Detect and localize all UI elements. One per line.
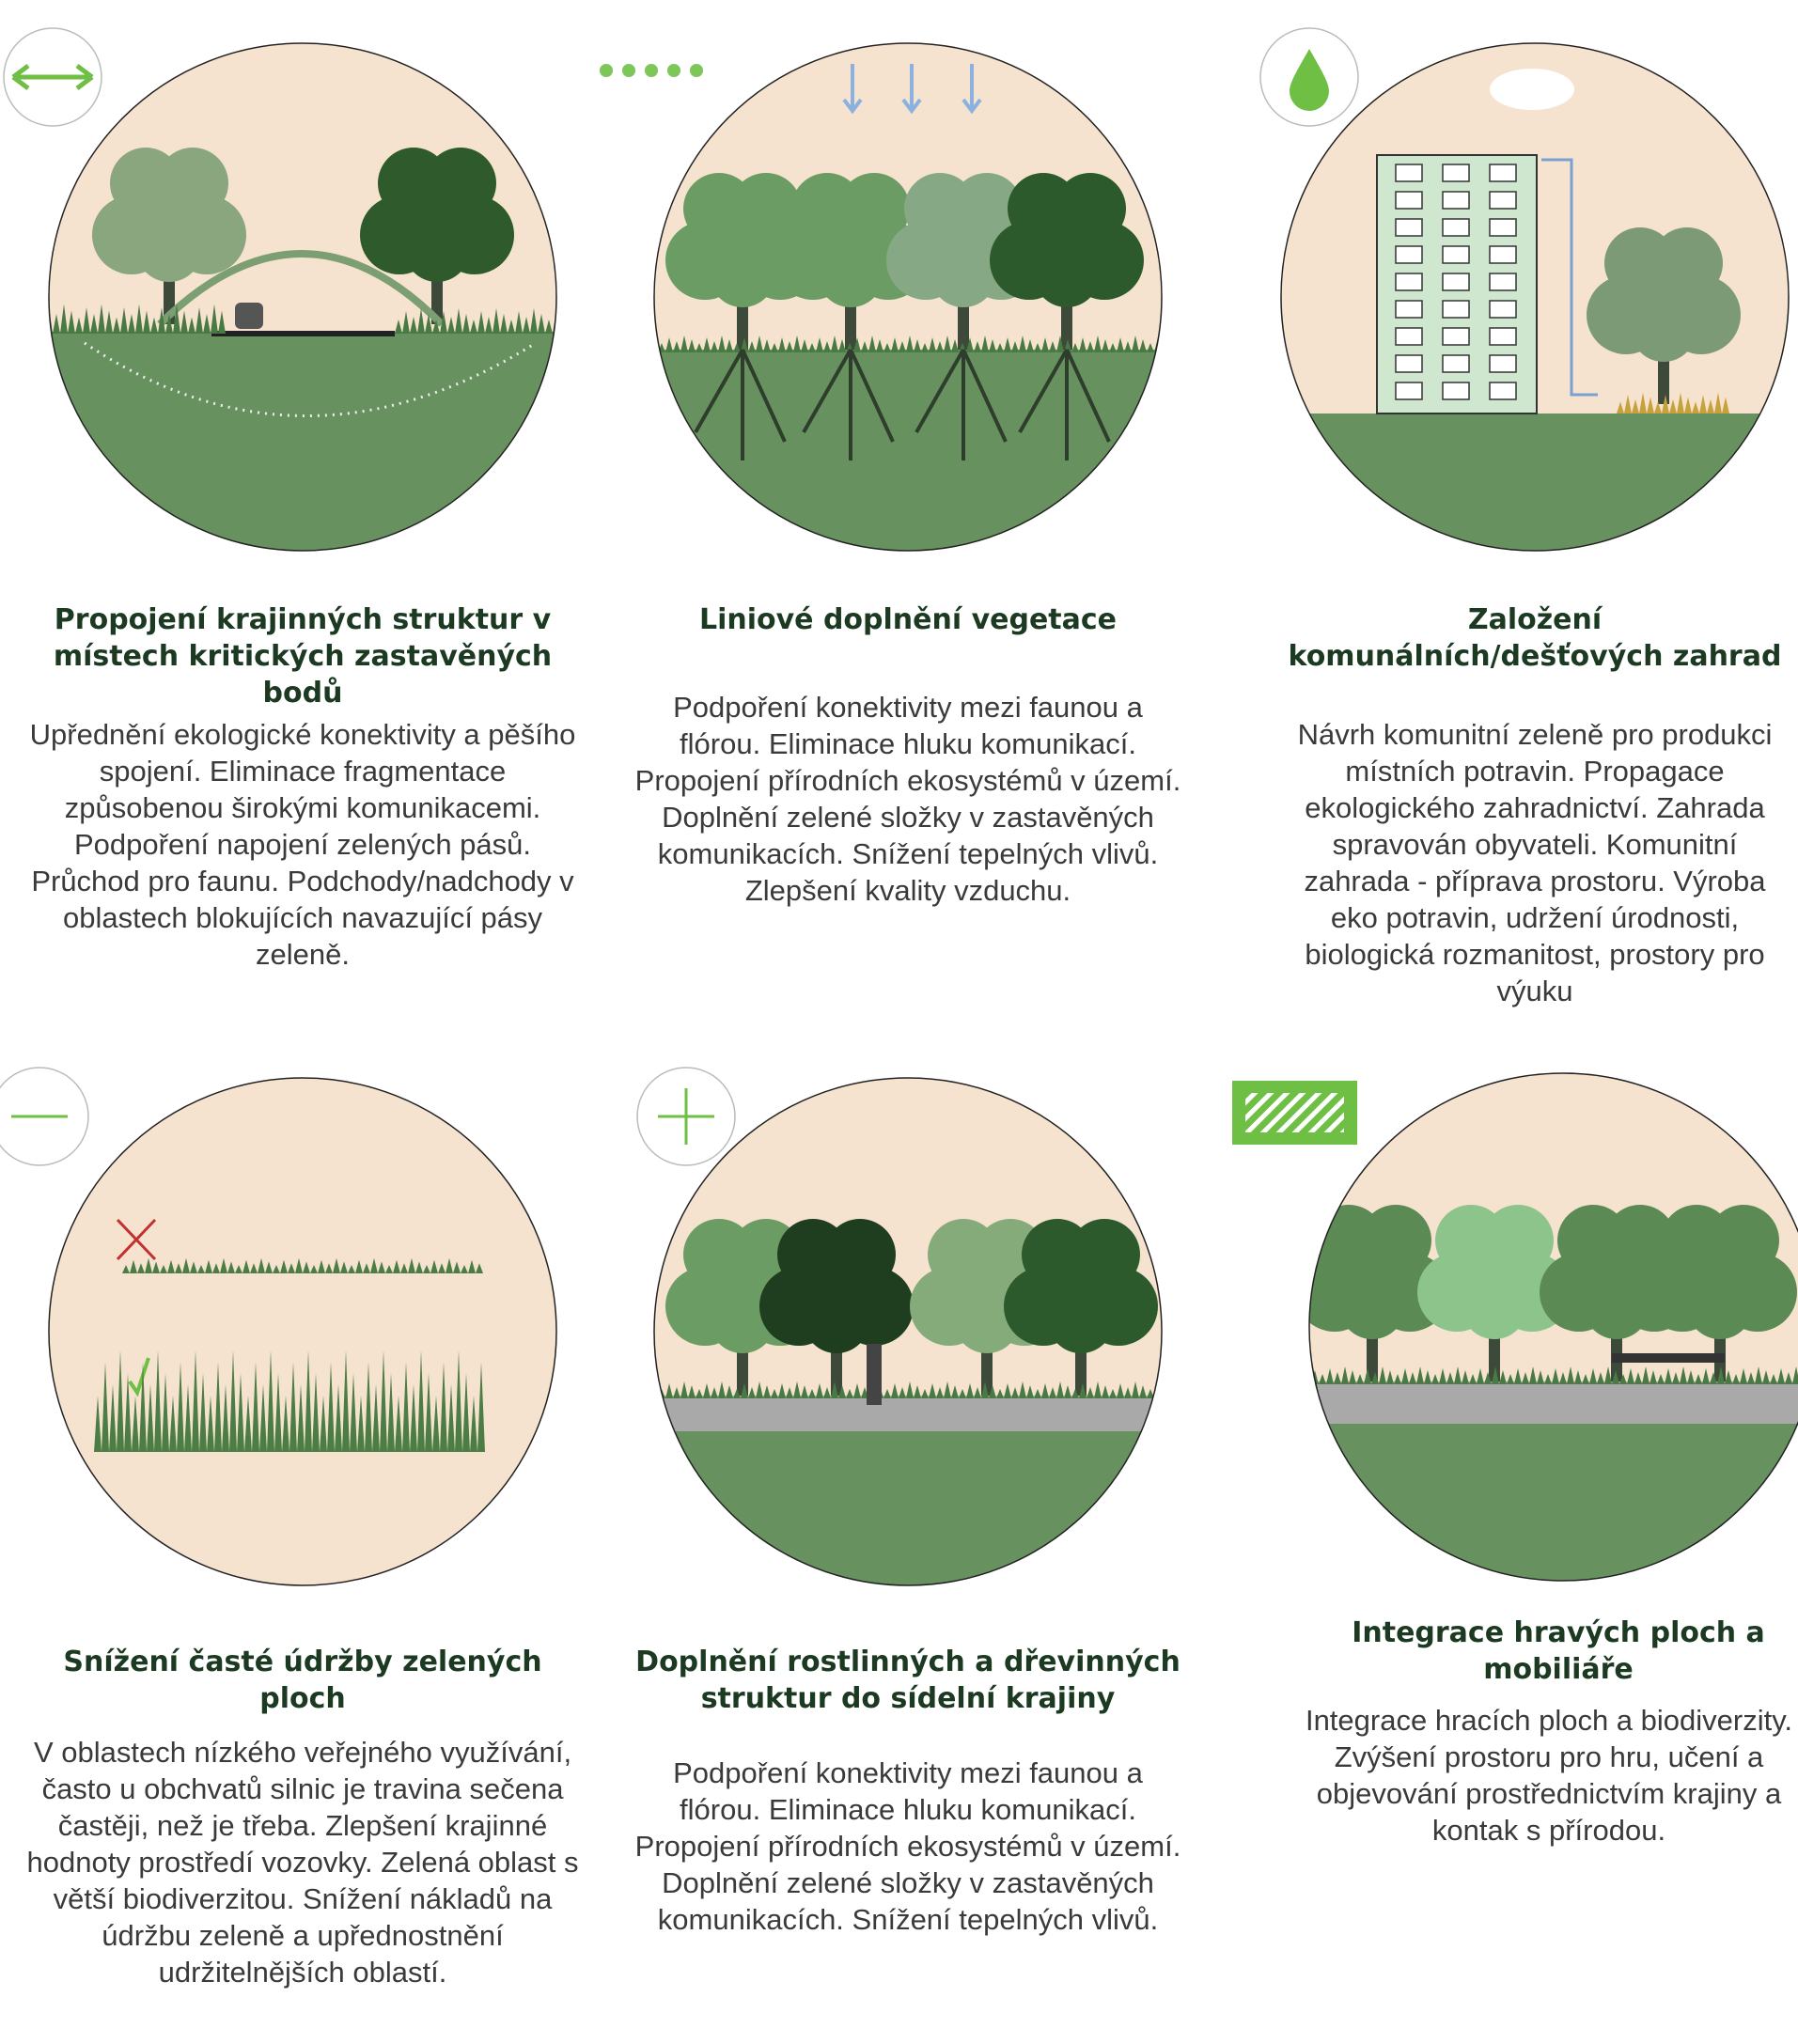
window [1396, 328, 1422, 345]
tree-crown [1048, 1287, 1114, 1353]
window [1443, 301, 1469, 318]
icon-hatch [1245, 1093, 1344, 1132]
tree-crown [1631, 296, 1696, 362]
tree-crown [1034, 242, 1100, 307]
card-title: Založení komunálních/dešťových zahrad [1281, 601, 1789, 675]
icon-dot [600, 64, 613, 77]
tree-crown [1687, 1273, 1753, 1339]
window [1396, 246, 1422, 263]
tree-crown [136, 216, 202, 282]
card-text: Upřednění ekologické konektivity a pěšíh… [25, 716, 580, 973]
window [1490, 301, 1516, 318]
person [867, 1344, 882, 1405]
window [1396, 355, 1422, 372]
road [211, 331, 395, 336]
tree-crown [818, 242, 883, 307]
window [1490, 382, 1516, 399]
card-text: Integrace hracích ploch a biodiverzity. … [1300, 1702, 1798, 1849]
scene [654, 1078, 1169, 1585]
bench [1612, 1353, 1725, 1363]
card-title: Doplnění rostlinných a dřevinných strukt… [626, 1644, 1190, 1717]
tree-crown [1462, 1273, 1527, 1339]
window [1443, 246, 1469, 263]
card-title: Integrace hravých ploch a mobiliáře [1319, 1615, 1798, 1688]
tree-crown [1339, 1273, 1405, 1339]
tree-crown [1360, 1205, 1431, 1276]
scene [38, 43, 568, 551]
path [1309, 1381, 1798, 1424]
scene [49, 1078, 556, 1585]
window [1443, 192, 1469, 209]
icon-dot [645, 64, 658, 77]
tree-crown [157, 148, 228, 219]
tree-crown [1651, 227, 1723, 299]
window [1490, 328, 1516, 345]
card-text: Podpoření konektivity mezi faunou a flór… [631, 1755, 1185, 1938]
sky [49, 1078, 556, 1585]
scene [1281, 43, 1789, 551]
tree-crown [1069, 1219, 1140, 1290]
window [1443, 219, 1469, 236]
tree-crown [824, 1219, 896, 1290]
icon-dot [690, 64, 703, 77]
tree-crown [425, 148, 496, 219]
tree-crown [1055, 173, 1126, 244]
ground [49, 332, 556, 551]
window [1490, 192, 1516, 209]
tree-crown [1584, 1273, 1649, 1339]
tree-crown [710, 242, 775, 307]
window [1396, 164, 1422, 181]
scene [1295, 1073, 1798, 1581]
path [654, 1396, 1162, 1431]
window [1396, 273, 1422, 290]
tree-crown [804, 1287, 869, 1353]
icon-dot [667, 64, 680, 77]
window [1396, 301, 1422, 318]
car [235, 303, 263, 329]
window [1443, 355, 1469, 372]
cloud [1490, 69, 1574, 110]
page: Propojení krajinných struktur v místech … [0, 0, 1798, 2044]
ground [1309, 1424, 1798, 1581]
window [1396, 219, 1422, 236]
tree-crown [1482, 1205, 1554, 1276]
window [1490, 355, 1516, 372]
card-title: Snížení časté údržby zelených ploch [21, 1644, 585, 1717]
scene [654, 43, 1169, 551]
card-title: Liniové doplnění vegetace [626, 601, 1190, 638]
window [1443, 164, 1469, 181]
icon-dot [622, 64, 635, 77]
window [1396, 192, 1422, 209]
window [1490, 219, 1516, 236]
tree-crown [1708, 1205, 1779, 1276]
window [1443, 382, 1469, 399]
tree-crown [404, 216, 470, 282]
window [1490, 246, 1516, 263]
card-text: Návrh komunitní zeleně pro produkci míst… [1281, 716, 1789, 1009]
tree-crown [930, 242, 996, 307]
ground [654, 350, 1162, 551]
ground [654, 1431, 1162, 1585]
window [1490, 164, 1516, 181]
card-text: Podpoření konektivity mezi faunou a flór… [631, 689, 1185, 909]
card-title: Propojení krajinných struktur v místech … [21, 601, 585, 711]
ground [1281, 413, 1789, 551]
window [1443, 273, 1469, 290]
window [1490, 273, 1516, 290]
card-text: V oblastech nízkého veřejného využívání,… [25, 1734, 580, 1990]
window [1396, 382, 1422, 399]
window [1443, 328, 1469, 345]
